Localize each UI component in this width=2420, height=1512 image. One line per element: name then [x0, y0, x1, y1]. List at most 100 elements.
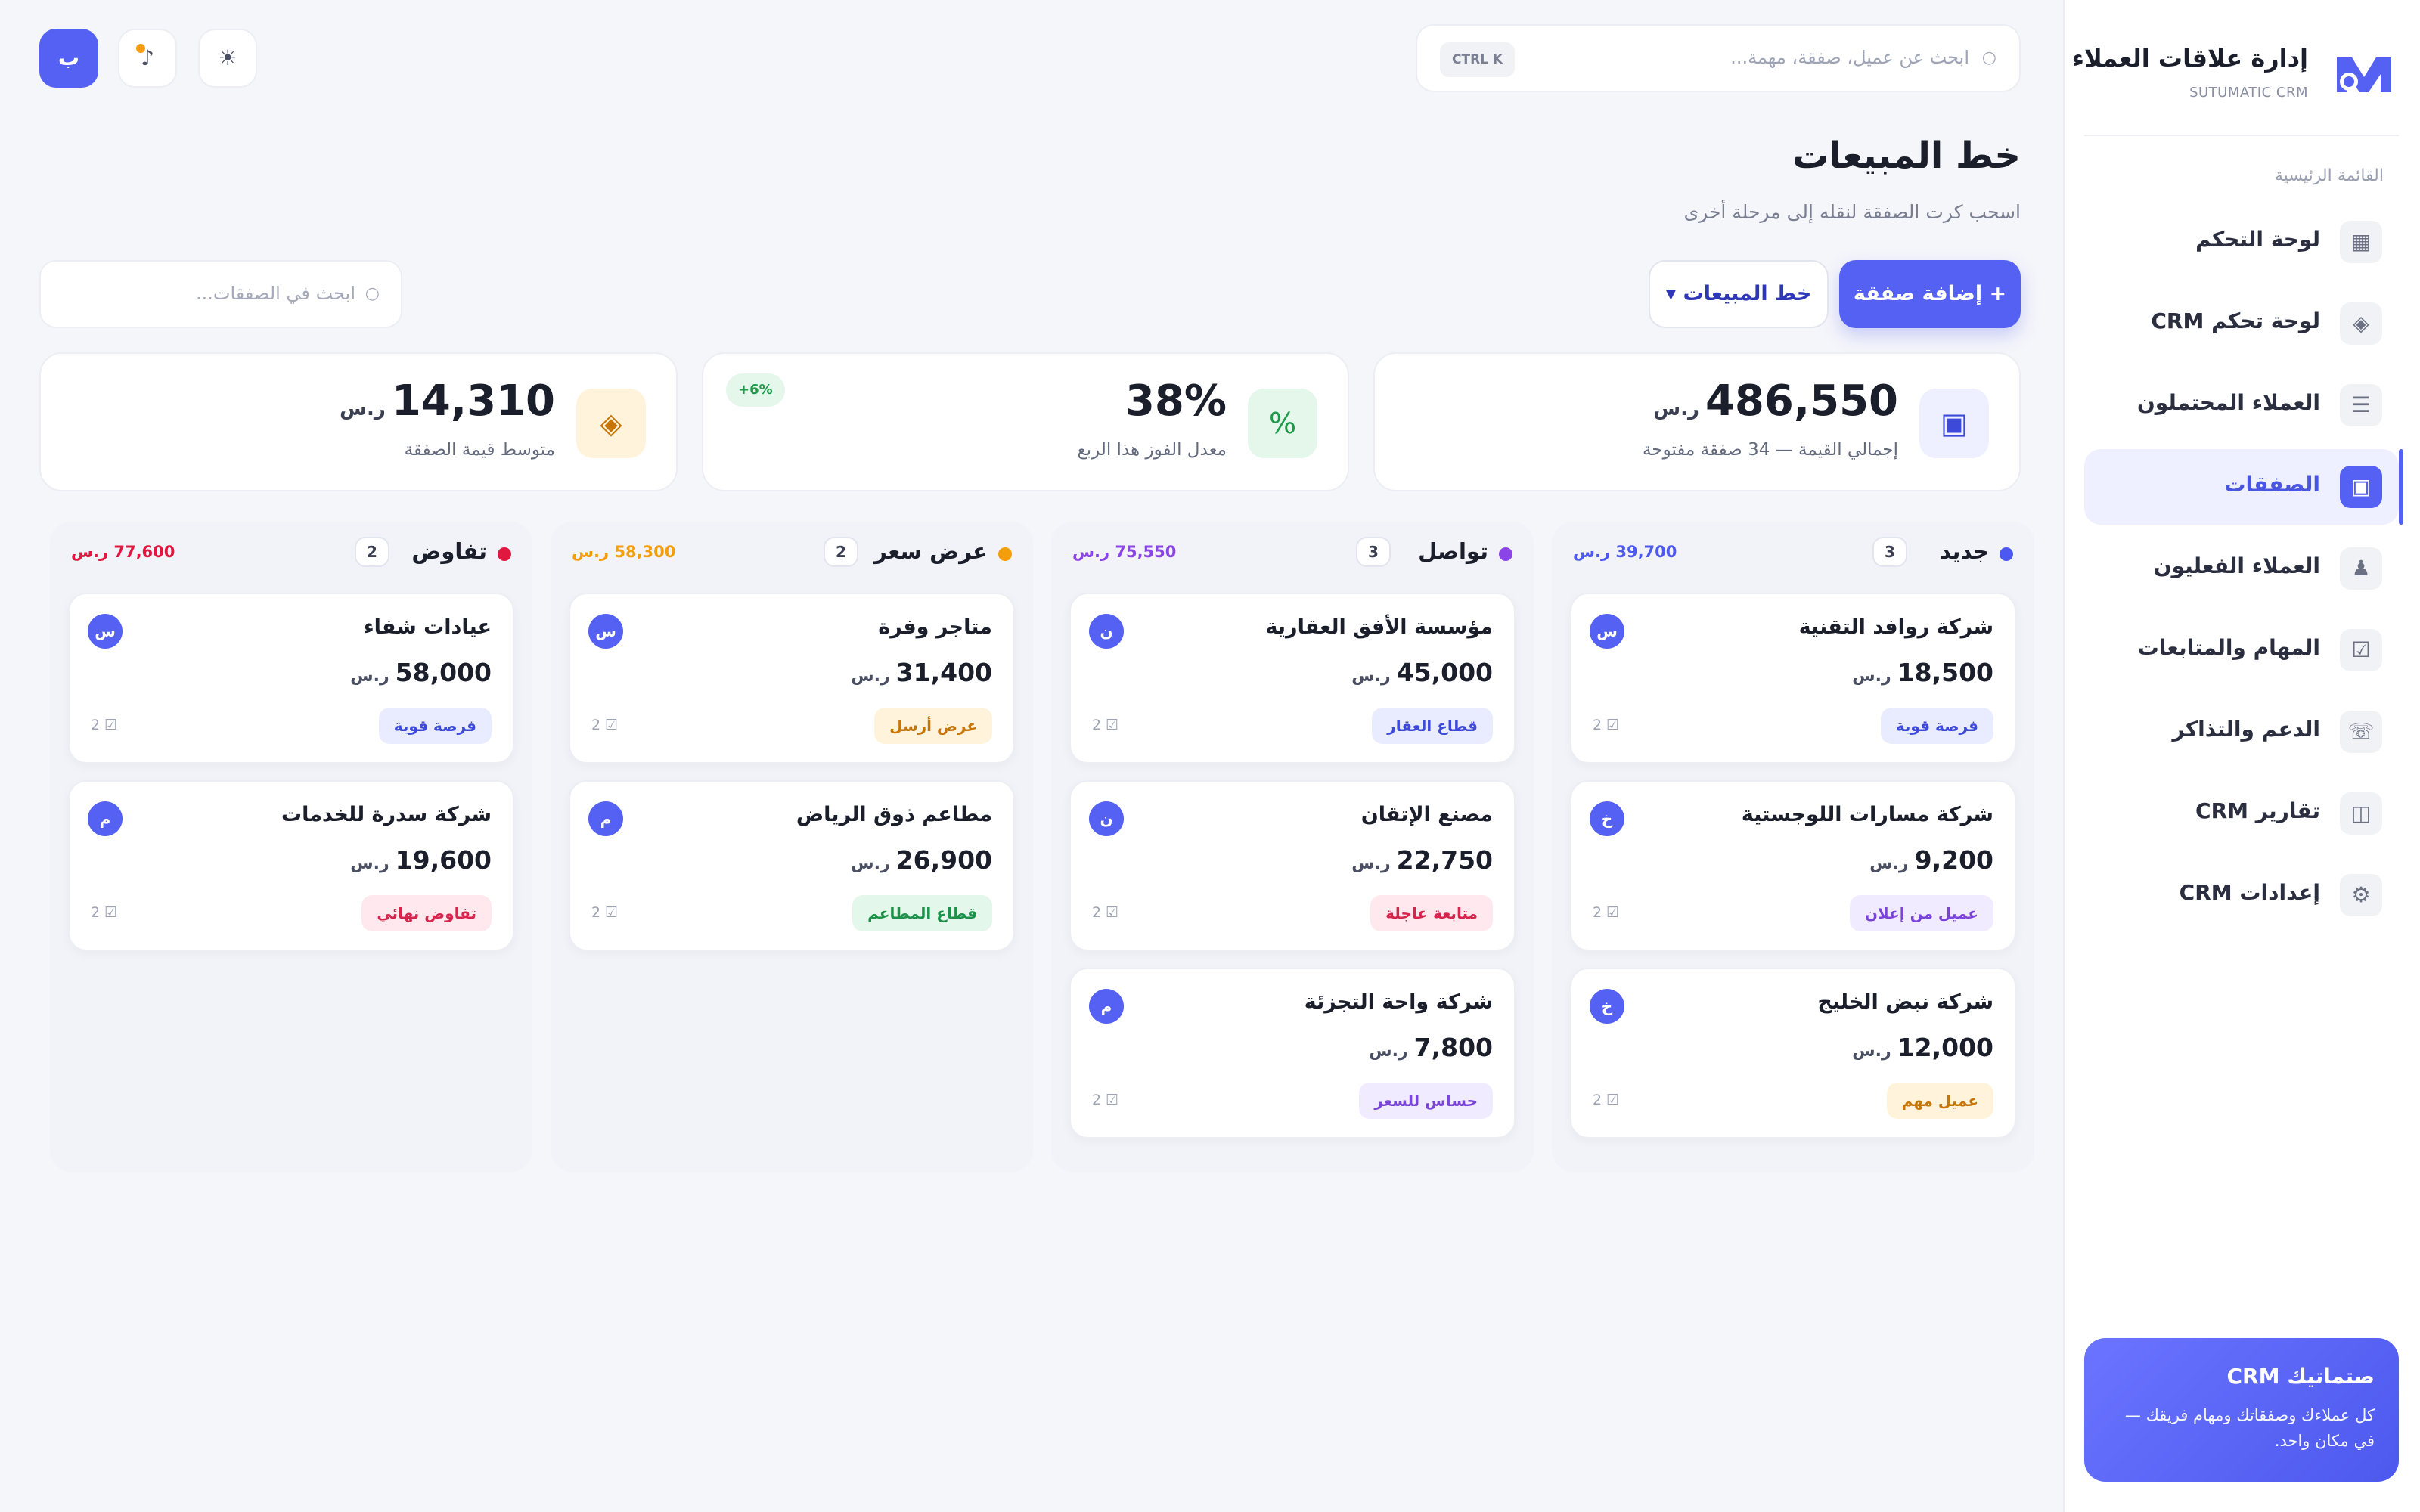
amount-unit: ر.س	[350, 854, 389, 873]
deal-card[interactable]: مطاعم ذوق الرياض م 26,900 ر.س قطاع المطاعم 2 …	[569, 780, 1015, 951]
amount-unit: ر.س	[1869, 854, 1909, 873]
pipeline-column: جديد 3 39,700 ر.س شركة روافد التقنية س 18,500…	[1552, 522, 2034, 1172]
stat-label: متوسط قيمة الصفقة	[404, 440, 555, 460]
sidebar-item-label: العملاء المحتملون	[2136, 390, 2320, 415]
pipeline-column: تواصل 3 75,550 ر.س مؤسسة الأفق العقارية ن 45,…	[1051, 522, 1534, 1172]
theme-toggle-button[interactable]: ☀	[198, 29, 257, 88]
amount-unit: ر.س	[851, 667, 890, 686]
deal-tag: فرصة قوية	[1880, 708, 1993, 744]
sidebar-item-label: إعدادات CRM	[2179, 880, 2320, 905]
column-header: تفاوض 2 77,600 ر.س	[50, 532, 532, 570]
owner-avatar: م	[1089, 989, 1124, 1024]
sidebar-item[interactable]: ◈ لوحة تحكم CRM	[2084, 286, 2399, 361]
sidebar-item[interactable]: ♟ العملاء الفعليون	[2084, 531, 2399, 606]
amount-value: 45,000	[1396, 658, 1493, 687]
notifications-button[interactable]: ♪	[118, 29, 177, 88]
stat-number: 14,310	[391, 376, 555, 426]
deal-search[interactable]: ○ ابحث في الصفقات...	[39, 260, 402, 328]
amount-unit: ر.س	[851, 854, 890, 873]
brand-title: إدارة علاقات العملاء	[2071, 44, 2308, 73]
deal-name: مطاعم ذوق الرياض	[796, 803, 992, 826]
global-search[interactable]: ○ ابحث عن عميل، صفقة، مهمة... CTRL K	[1416, 24, 2021, 92]
pipeline-column: عرض سعر 2 58,300 ر.س متاجر وفرة س 31,400 ر.س عر…	[551, 522, 1033, 1172]
search-icon: ○	[1981, 48, 1996, 67]
sidebar-item[interactable]: ☰ العملاء المحتملون	[2084, 367, 2399, 443]
column-header: تواصل 3 75,550 ر.س	[1051, 532, 1534, 570]
sidebar-item-label: الصفقات	[2224, 472, 2320, 497]
amount-value: 12,000	[1897, 1033, 1993, 1062]
task-count: 2 ☑	[91, 717, 118, 733]
deal-name: شركة واحة التجزئة	[1304, 990, 1493, 1014]
sidebar-item[interactable]: ⚙ إعدادات CRM	[2084, 857, 2399, 933]
column-total: 77,600 ر.س	[71, 543, 175, 561]
sidebar-item-label: لوحة التحكم	[2195, 227, 2320, 252]
brand-subtitle: SUTUMATIC CRM	[2189, 85, 2308, 101]
task-count: 2 ☑	[591, 904, 619, 921]
column-header: جديد 3 39,700 ر.س	[1552, 532, 2034, 570]
column-count-badge: 2	[355, 537, 389, 567]
deal-card[interactable]: شركة واحة التجزئة م 7,800 ر.س حساس للسعر 2 ☑	[1069, 968, 1516, 1139]
brand-logo-icon	[2337, 57, 2391, 92]
task-count: 2 ☑	[1092, 1092, 1119, 1108]
stat-value: 14,310ر.س	[340, 376, 555, 426]
search-icon: ○	[365, 284, 380, 303]
owner-avatar: ن	[1089, 801, 1124, 836]
column-header: عرض سعر 2 58,300 ر.س	[551, 532, 1033, 570]
deal-card[interactable]: متاجر وفرة س 31,400 ر.س عرض أرسل 2 ☑	[569, 593, 1015, 764]
deal-card[interactable]: شركة روافد التقنية س 18,500 ر.س فرصة قوية 2 ☑	[1570, 593, 2016, 764]
column-total: 39,700 ر.س	[1573, 543, 1677, 561]
user-avatar-button[interactable]: ب	[39, 29, 98, 88]
deal-amount: 12,000 ر.س	[1852, 1033, 1993, 1062]
sidebar-item[interactable]: ▦ لوحة التحكم	[2084, 204, 2399, 280]
deal-card[interactable]: عيادات شفاء س 58,000 ر.س فرصة قوية 2 ☑	[68, 593, 514, 764]
deal-search-input[interactable]: ابحث في الصفقات...	[195, 283, 355, 304]
deal-card[interactable]: شركة سدرة للخدمات م 19,600 ر.س تفاوض نهائي 2 …	[68, 780, 514, 951]
amount-value: 19,600	[395, 845, 492, 875]
deal-name: مصنع الإتقان	[1360, 803, 1493, 826]
deal-tag: حساس للسعر	[1359, 1083, 1493, 1119]
sidebar-item[interactable]: ▣ الصفقات	[2084, 449, 2403, 525]
deal-card[interactable]: شركة نبض الخليج خ 12,000 ر.س عميل مهم 2 ☑	[1570, 968, 2016, 1139]
sun-icon: ☀	[218, 45, 237, 70]
amount-unit: ر.س	[1852, 1042, 1891, 1061]
deal-amount: 22,750 ر.س	[1351, 845, 1493, 875]
amount-unit: ر.س	[1351, 667, 1391, 686]
search-input[interactable]: ابحث عن عميل، صفقة، مهمة...	[1730, 47, 1969, 68]
amount-unit: ر.س	[1351, 854, 1391, 873]
deal-card[interactable]: مصنع الإتقان ن 22,750 ر.س متابعة عاجلة 2 ☑	[1069, 780, 1516, 951]
page-title: خط المبيعات	[1792, 135, 2021, 177]
stat-card: ◈ 14,310ر.س متوسط قيمة الصفقة	[39, 352, 678, 491]
deal-amount: 45,000 ر.س	[1351, 658, 1493, 687]
list-icon: ☰	[2340, 384, 2382, 426]
diamond-icon: ◈	[576, 389, 646, 458]
column-count-badge: 3	[1356, 537, 1391, 567]
task-count: 2 ☑	[1593, 1092, 1620, 1108]
brand[interactable]: إدارة علاقات العملاء SUTUMATIC CRM	[2072, 41, 2396, 109]
deal-tag: قطاع العقار	[1372, 708, 1493, 744]
diamond-icon: ◈	[2340, 302, 2382, 345]
nav-section-label: القائمة الرئيسية	[2274, 166, 2384, 185]
add-deal-button[interactable]: + إضافة صفقة	[1839, 260, 2021, 328]
promo-title: صتماتيك CRM	[2226, 1364, 2375, 1389]
deal-card[interactable]: شركة مسارات اللوجستية خ 9,200 ر.س عميل من إع…	[1570, 780, 2016, 951]
stat-card: ▣ 486,550 ر.س إجمالي القيمة — 34 صفقة مفتوح…	[1373, 352, 2021, 491]
page-subtitle: اسحب كرت الصفقة لنقله إلى مرحلة أخرى	[1683, 201, 2021, 223]
stage-dot	[1499, 547, 1512, 561]
column-title: جديد	[1939, 538, 1989, 564]
sidebar-item[interactable]: ☏ الدعم والتذاكر	[2084, 694, 2399, 770]
deal-amount: 31,400 ر.س	[851, 658, 992, 687]
stat-label: إجمالي القيمة — 34 صفقة مفتوحة	[1643, 440, 1898, 460]
column-title: تفاوض	[411, 538, 487, 564]
task-count: 2 ☑	[91, 904, 118, 921]
search-shortcut-badge: CTRL K	[1440, 42, 1516, 77]
deal-tag: عميل مهم	[1886, 1083, 1993, 1119]
gear-icon: ⚙	[2340, 874, 2382, 916]
sidebar-item[interactable]: ☑ المهام والمتابعات	[2084, 612, 2399, 688]
deal-card[interactable]: مؤسسة الأفق العقارية ن 45,000 ر.س قطاع العقا…	[1069, 593, 1516, 764]
column-total: 58,300 ر.س	[572, 543, 676, 561]
sidebar-item[interactable]: ◫ تقارير CRM	[2084, 776, 2399, 851]
amount-unit: ر.س	[1852, 667, 1891, 686]
stage-dot	[2000, 547, 2013, 561]
amount-value: 26,900	[895, 845, 992, 875]
pipeline-view-dropdown[interactable]: خط المبيعات ▾	[1649, 260, 1829, 328]
